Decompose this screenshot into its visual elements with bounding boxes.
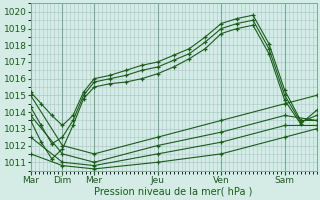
X-axis label: Pression niveau de la mer( hPa ): Pression niveau de la mer( hPa ) xyxy=(94,187,253,197)
